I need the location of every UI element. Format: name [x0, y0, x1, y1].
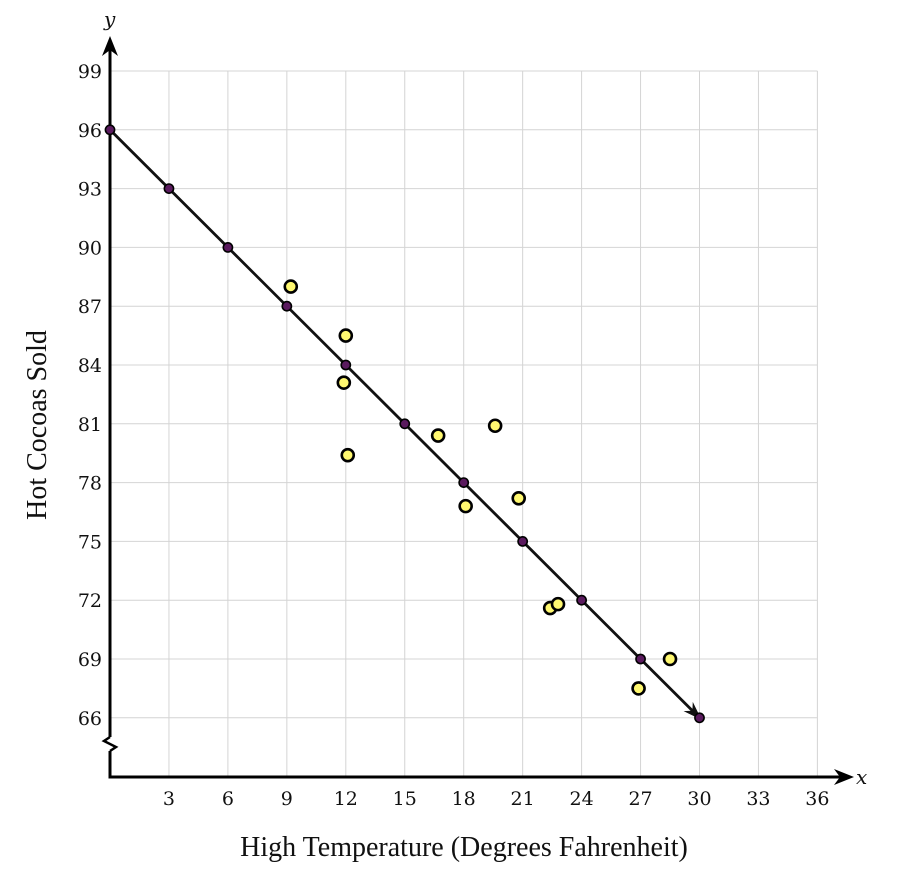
x-tick-label: 21 — [511, 788, 535, 810]
x-tick-label: 6 — [222, 788, 234, 810]
line-point — [399, 418, 411, 430]
y-tick-label: 99 — [78, 61, 102, 83]
data-point — [283, 279, 299, 294]
y-axis-break — [101, 735, 119, 753]
data-point — [336, 375, 352, 390]
y-axis-arrow — [102, 36, 118, 56]
line-point — [281, 300, 293, 312]
data-point — [430, 428, 446, 443]
x-axis-title: High Temperature (Degrees Fahrenheit) — [240, 832, 688, 863]
data-point — [338, 328, 354, 343]
line-point — [458, 477, 470, 488]
x-tick-label: 33 — [746, 788, 770, 810]
y-tick-label: 81 — [78, 414, 102, 436]
y-tick-label: 93 — [78, 179, 102, 201]
y-tick-label: 87 — [78, 296, 102, 318]
line-point — [104, 124, 116, 136]
x-tick-label: 18 — [452, 788, 476, 810]
line-point — [340, 359, 352, 371]
y-tick-labels: 66 69 72 75 78 81 84 87 90 93 96 99 — [78, 61, 102, 730]
points — [104, 124, 705, 724]
y-tick-label: 66 — [78, 708, 102, 730]
y-tick-label: 90 — [78, 237, 102, 259]
axes — [101, 36, 854, 785]
line-point — [517, 536, 529, 547]
y-tick-label: 84 — [78, 355, 102, 377]
data-point — [511, 490, 527, 506]
line-point — [694, 712, 705, 724]
x-tick-label: 27 — [628, 788, 652, 810]
line-point — [576, 594, 587, 606]
x-tick-labels: 3 6 9 12 15 18 21 24 27 30 33 36 — [163, 788, 830, 810]
y-tick-label: 72 — [78, 590, 102, 612]
grid — [110, 70, 818, 777]
data-point — [340, 447, 356, 463]
x-tick-label: 30 — [687, 788, 711, 810]
y-axis-title: Hot Cocoas Sold — [22, 330, 53, 520]
line-point — [635, 653, 646, 665]
y-tick-label: 78 — [78, 473, 102, 495]
data-point — [550, 596, 566, 612]
y-tick-label: 69 — [78, 649, 102, 671]
y-axis-variable: y — [103, 7, 116, 31]
data-point — [662, 651, 678, 667]
x-tick-label: 9 — [281, 788, 293, 810]
x-tick-label: 15 — [393, 788, 417, 810]
x-tick-label: 36 — [805, 788, 829, 810]
y-tick-label: 96 — [78, 120, 102, 142]
data-point — [631, 681, 646, 696]
data-point — [458, 498, 473, 514]
y-tick-label: 75 — [78, 531, 102, 553]
data-point — [487, 418, 503, 434]
line-point — [163, 183, 175, 194]
x-tick-label: 24 — [570, 788, 594, 810]
x-axis-arrow — [834, 769, 854, 785]
x-tick-label: 12 — [334, 788, 358, 810]
x-tick-label: 3 — [163, 788, 175, 810]
line-point — [222, 241, 234, 253]
x-axis-variable: x — [856, 765, 867, 789]
